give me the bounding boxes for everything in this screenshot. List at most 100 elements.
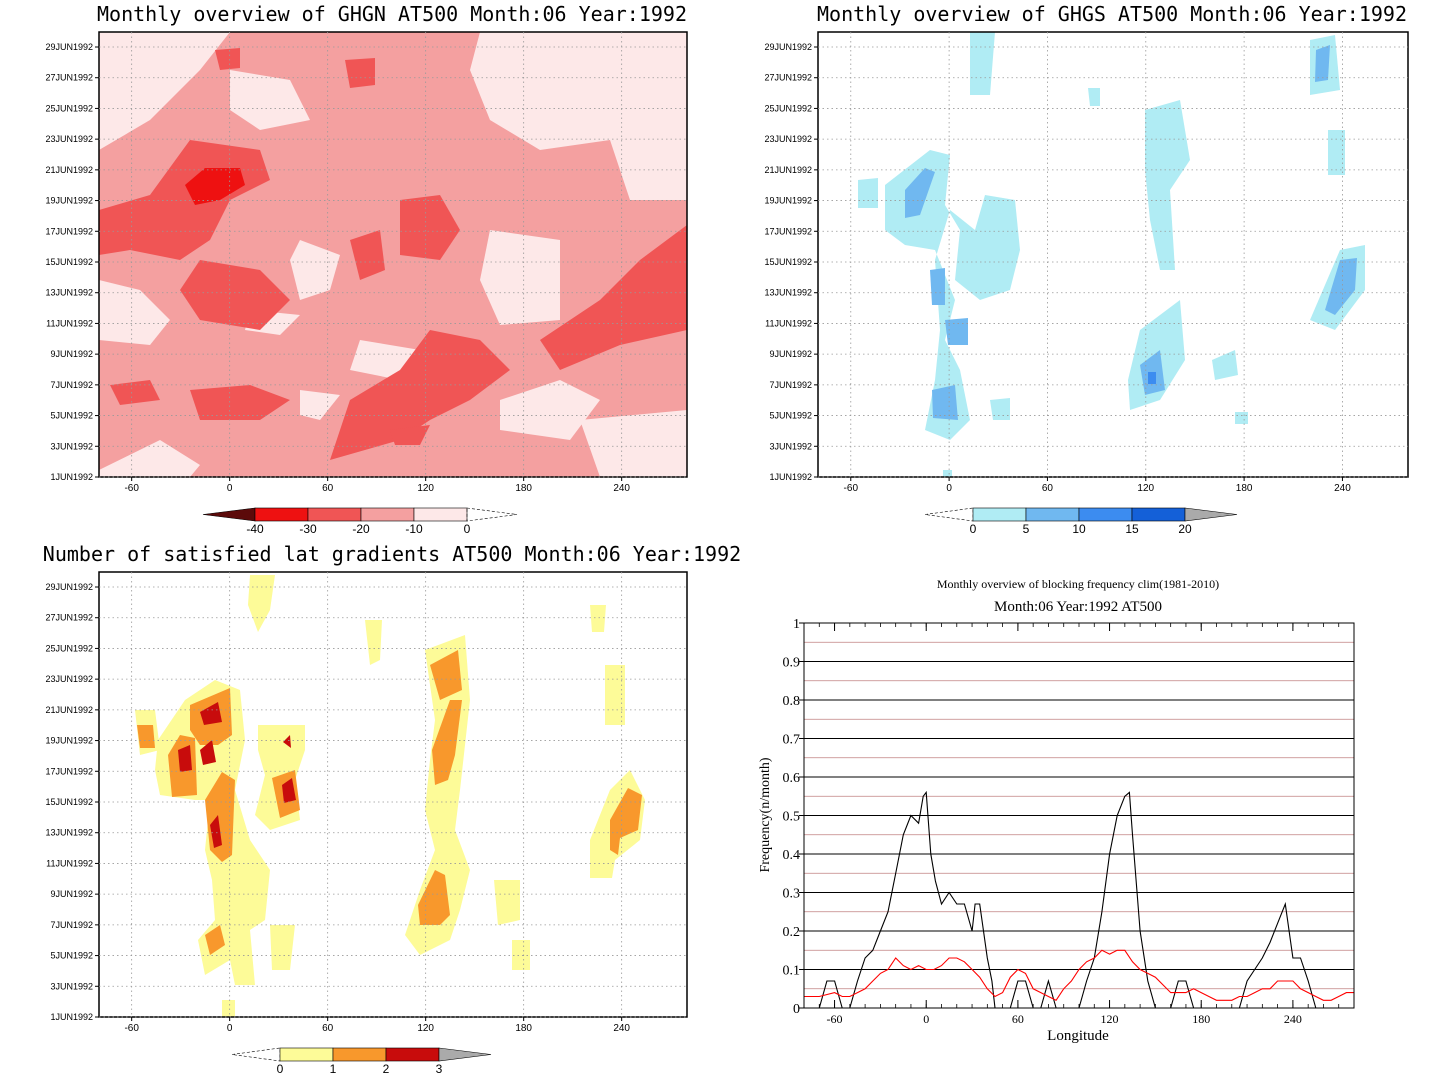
y-tick-label: 0.2 [783,925,801,940]
y-tick-label: 5JUN1992 [50,411,93,421]
plot-frame [803,622,1355,1009]
y-tick-label: 25JUN1992 [45,103,93,113]
colorbar-label: -20 [352,522,370,536]
colorbar-label: -30 [299,522,317,536]
y-tick-label: 19JUN1992 [45,196,93,206]
y-tick-label: 0.7 [783,733,801,748]
y-tick-label: 1JUN1992 [50,1012,93,1022]
x-tick-label: 60 [1042,483,1054,494]
x-tick-label: 60 [322,1023,334,1034]
y-axis: 29JUN1992 27JUN1992 25JUN1992 23JUN1992 21JU… [45,42,99,482]
x-axis: -60 0 60 120 180 240 [844,477,1351,494]
y-tick-label: 0.3 [783,887,801,902]
y-tick-label: 15JUN1992 [764,257,812,267]
y-tick-label: 11JUN1992 [765,318,812,328]
x-tick-label: 0 [946,483,952,494]
colorbar-label: 20 [1178,522,1192,536]
colorbar-label: 15 [1125,522,1139,536]
colorbar-label: 5 [1023,522,1030,536]
series-group [804,790,1354,1009]
y-tick-label: 1JUN1992 [769,472,812,482]
series-line-red [804,949,1354,1002]
x-tick-label: 60 [322,483,334,494]
y-tick-label: 23JUN1992 [45,674,93,684]
panel-title: Monthly overview of GHGS AT500 Month:06 … [817,2,1407,26]
y-tick-label: 0.8 [783,694,801,709]
y-tick-label: 29JUN1992 [764,42,812,52]
y-tick-label: 3JUN1992 [50,981,93,991]
colorbar-extension [231,1047,281,1062]
x-tick-label: -60 [124,483,139,494]
x-tick-label: 240 [1284,1012,1302,1026]
y-tick-label: 0.5 [783,810,801,825]
y-tick-label: 9JUN1992 [50,349,93,359]
plot-frame [817,31,1409,478]
chart-title: Monthly overview of blocking frequency c… [937,577,1219,591]
grid [804,622,1354,1009]
x-tick-label: 180 [515,1023,532,1034]
x-tick-label: 0 [227,483,233,494]
y-tick-label: 25JUN1992 [45,643,93,653]
y-tick-label: 0.1 [783,964,801,979]
grid [99,32,687,478]
colorbar-segment [385,1047,440,1062]
panel-blocking-frequency: Monthly overview of blocking frequency c… [758,577,1355,1044]
y-tick-label: 21JUN1992 [45,165,93,175]
x-axis: -60 0 60 120 180 240 [124,1017,630,1034]
colorbar: 0 1 2 3 [231,1047,492,1076]
colorbar-segment [1078,507,1133,522]
y-tick-label: 3JUN1992 [769,441,812,451]
contour-field [99,572,687,1017]
y-tick-label: 11JUN1992 [46,318,93,328]
colorbar-segment [972,507,1027,522]
colorbar: 0 5 10 15 20 [924,507,1238,536]
y-tick-label: 9JUN1992 [50,889,93,899]
y-tick-label: 17JUN1992 [45,766,93,776]
colorbar-segment [279,1047,334,1062]
colorbar-label: -10 [405,522,423,536]
y-tick-label: 21JUN1992 [764,165,812,175]
colorbar-extension [202,507,256,522]
colorbar-segment [360,507,415,522]
x-tick-label: 180 [515,483,532,494]
y-tick-label: 3JUN1992 [50,441,93,451]
x-tick-label: -60 [124,1023,139,1034]
colorbar-extension [466,507,518,522]
y-tick-label: 1JUN1992 [50,472,93,482]
y-tick-label: 19JUN1992 [45,736,93,746]
y-tick-label: 17JUN1992 [45,226,93,236]
y-tick-label: 27JUN1992 [45,613,93,623]
x-axis: -60 0 60 120 180 240 [124,477,630,494]
colorbar-extension [438,1047,492,1062]
y-tick-label: 27JUN1992 [45,73,93,83]
colorbar-label: 2 [383,1062,390,1076]
panel-title: Number of satisfied lat gradients AT500 … [43,542,741,566]
x-tick-label: 240 [613,483,630,494]
colorbar-label: -40 [246,522,264,536]
colorbar-label: 0 [464,522,471,536]
grid [99,572,687,1018]
x-tick-label: 240 [1334,483,1351,494]
colorbar-label: 0 [277,1062,284,1076]
colorbar-segment [254,507,309,522]
x-tick-label: 120 [417,1023,434,1034]
y-axis: 29JUN1992 27JUN1992 25JUN1992 23JUN1992 21JU… [764,42,818,482]
x-tick-label: 180 [1192,1012,1210,1026]
panel-title: Monthly overview of GHGN AT500 Month:06 … [97,2,687,26]
y-axis: 0 0.1 0.2 0.3 0.4 0.5 0.6 0.7 0.8 0.9 1 [783,617,804,1017]
y-axis: 29JUN1992 27JUN1992 25JUN1992 23JUN1992 21JU… [45,582,99,1022]
y-tick-label: 7JUN1992 [50,380,93,390]
y-tick-label: 0 [793,1002,800,1017]
x-tick-label: 0 [227,1023,233,1034]
colorbar-label: 1 [330,1062,337,1076]
chart-subtitle: Month:06 Year:1992 AT500 [994,599,1162,615]
y-tick-label: 0.9 [783,656,801,671]
x-tick-label: 120 [1137,483,1154,494]
x-axis: -60 0 60 120 180 240 [818,623,1340,1026]
y-tick-label: 5JUN1992 [769,411,812,421]
colorbar-segment [413,507,468,522]
x-tick-label: 180 [1236,483,1253,494]
grid [818,32,1408,478]
y-tick-label: 23JUN1992 [764,134,812,144]
